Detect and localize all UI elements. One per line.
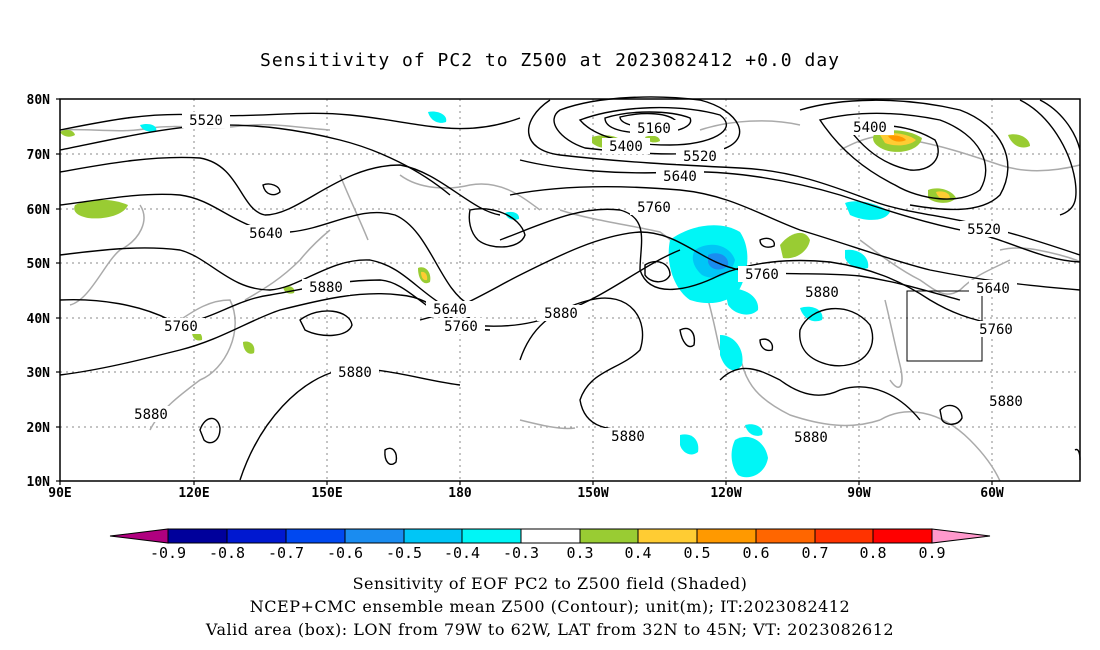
colorbar-label: 0.3 bbox=[566, 544, 593, 562]
colorbar-label: 0.6 bbox=[742, 544, 769, 562]
chart-title: Sensitivity of PC2 to Z500 at 2023082412… bbox=[259, 50, 840, 71]
contour-label: 5880 bbox=[611, 429, 645, 445]
valid-area-box bbox=[906, 290, 983, 362]
lat-label: 80N bbox=[27, 93, 51, 108]
lon-label: 90W bbox=[847, 486, 871, 501]
contour-label: 5880 bbox=[544, 306, 578, 322]
lon-label: 60W bbox=[980, 486, 1004, 501]
contour-label: 5520 bbox=[189, 113, 223, 129]
colorbar-swatch bbox=[461, 528, 522, 544]
lon-label: 180 bbox=[448, 486, 472, 501]
colorbar-swatch bbox=[344, 528, 405, 544]
lon-label: 90E bbox=[48, 486, 71, 501]
contour-label: 5640 bbox=[249, 226, 283, 242]
lat-label: 70N bbox=[27, 148, 51, 163]
contour-label: 5640 bbox=[663, 169, 697, 185]
contour-label: 5880 bbox=[134, 407, 168, 423]
colorbar-label: 0.5 bbox=[683, 544, 710, 562]
sensitivity-shading bbox=[60, 111, 1030, 478]
colorbar-label: -0.4 bbox=[444, 544, 480, 562]
lon-label: 120E bbox=[178, 486, 209, 501]
colorbar-swatch bbox=[109, 528, 169, 544]
colorbar-swatch bbox=[520, 528, 581, 544]
map-frame bbox=[59, 98, 1081, 482]
colorbar-swatch bbox=[931, 528, 991, 544]
colorbar-swatch bbox=[755, 528, 816, 544]
lat-label: 20N bbox=[27, 421, 51, 436]
colorbar-label: 0.9 bbox=[918, 544, 945, 562]
lat-label: 40N bbox=[27, 312, 51, 327]
colorbar bbox=[109, 528, 991, 544]
contour-label: 5400 bbox=[609, 139, 643, 155]
contour-label: 5520 bbox=[967, 222, 1001, 238]
lon-label: 120W bbox=[710, 486, 741, 501]
caption-contour: NCEP+CMC ensemble mean Z500 (Contour); u… bbox=[249, 597, 851, 616]
contour-label: 5760 bbox=[444, 319, 478, 335]
contour-label: 5760 bbox=[164, 319, 198, 335]
lon-label: 150W bbox=[577, 486, 608, 501]
colorbar-swatch bbox=[167, 528, 228, 544]
contour-label: 5160 bbox=[637, 121, 671, 137]
colorbar-label: -0.5 bbox=[386, 544, 422, 562]
colorbar-swatch bbox=[814, 528, 874, 544]
contour-label: 5880 bbox=[794, 430, 828, 446]
colorbar-swatch bbox=[285, 528, 346, 544]
colorbar-labels: -0.9 -0.8 -0.7 -0.6 -0.5 -0.4 -0.3 0.3 0… bbox=[150, 544, 946, 562]
colorbar-swatch bbox=[226, 528, 287, 544]
lat-labels: 80N 70N 60N 50N 40N 30N 20N 10N bbox=[27, 93, 51, 490]
contour-label: 5880 bbox=[805, 285, 839, 301]
colorbar-label: 0.7 bbox=[801, 544, 828, 562]
colorbar-swatch bbox=[579, 528, 639, 544]
contour-label: 5760 bbox=[979, 322, 1013, 338]
coastlines bbox=[59, 120, 1081, 482]
colorbar-label: -0.6 bbox=[327, 544, 363, 562]
colorbar-label: 0.4 bbox=[624, 544, 651, 562]
lat-label: 60N bbox=[27, 203, 51, 218]
contour-label: 5880 bbox=[309, 280, 343, 296]
lon-labels: 90E 120E 150E 180 150W 120W 90W 60W bbox=[48, 486, 1004, 501]
contour-label: 5760 bbox=[637, 200, 671, 216]
lon-label: 150E bbox=[311, 486, 342, 501]
contour-labels: 5520 5160 5400 5520 5400 5640 5760 5520 … bbox=[127, 112, 1030, 446]
colorbar-swatch bbox=[403, 528, 463, 544]
contour-label: 5760 bbox=[745, 267, 779, 283]
colorbar-label: 0.8 bbox=[859, 544, 886, 562]
contour-label: 5520 bbox=[683, 149, 717, 165]
contour-label: 5880 bbox=[989, 394, 1023, 410]
colorbar-label: -0.3 bbox=[503, 544, 539, 562]
lat-label: 50N bbox=[27, 257, 51, 272]
tick-marks bbox=[56, 98, 993, 485]
colorbar-label: -0.9 bbox=[150, 544, 186, 562]
colorbar-label: -0.7 bbox=[268, 544, 304, 562]
colorbar-label: -0.8 bbox=[209, 544, 245, 562]
contour-label: 5640 bbox=[976, 281, 1010, 297]
lat-label: 10N bbox=[27, 475, 51, 490]
colorbar-swatch bbox=[872, 528, 933, 544]
contour-label: 5400 bbox=[853, 120, 887, 136]
contour-label: 5880 bbox=[338, 365, 372, 381]
lat-label: 30N bbox=[27, 366, 51, 381]
caption-valid-area: Valid area (box): LON from 79W to 62W, L… bbox=[205, 620, 895, 639]
contour-label: 5640 bbox=[433, 302, 467, 318]
colorbar-swatch bbox=[696, 528, 757, 544]
colorbar-swatch bbox=[637, 528, 698, 544]
caption-shaded: Sensitivity of EOF PC2 to Z500 field (Sh… bbox=[352, 574, 748, 593]
